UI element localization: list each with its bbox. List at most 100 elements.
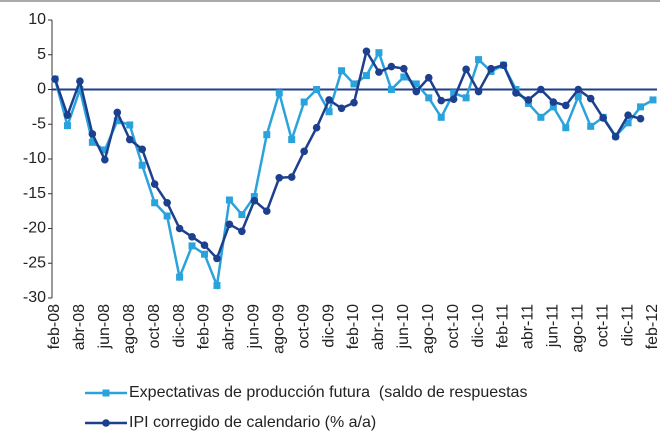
x-tick-label: oct-11 bbox=[594, 304, 611, 347]
point bbox=[51, 75, 59, 83]
x-tick-label: jun-10 bbox=[395, 304, 412, 350]
point bbox=[624, 119, 632, 127]
point bbox=[312, 123, 321, 132]
point bbox=[263, 131, 271, 139]
point bbox=[574, 92, 582, 100]
x-tick-label: feb-12 bbox=[644, 304, 660, 349]
point bbox=[225, 196, 233, 204]
point bbox=[63, 122, 71, 130]
point bbox=[101, 155, 109, 164]
point bbox=[163, 212, 171, 220]
point bbox=[387, 86, 395, 93]
point bbox=[475, 56, 483, 64]
y-tick-label: -15 bbox=[23, 185, 46, 202]
y-tick-label: -5 bbox=[32, 115, 46, 132]
y-tick-label: -30 bbox=[23, 289, 46, 306]
point bbox=[524, 96, 533, 104]
point bbox=[151, 199, 159, 207]
point bbox=[213, 254, 221, 263]
x-tick-label: oct-10 bbox=[445, 304, 462, 349]
legend-marker bbox=[102, 419, 110, 427]
point bbox=[400, 64, 408, 73]
point bbox=[599, 114, 607, 122]
point bbox=[188, 242, 196, 250]
point bbox=[649, 96, 657, 104]
point bbox=[375, 49, 383, 57]
point bbox=[175, 224, 184, 233]
series-line bbox=[53, 49, 654, 291]
x-tick-label: abr-09 bbox=[221, 304, 238, 350]
point bbox=[462, 65, 470, 74]
point bbox=[387, 62, 396, 71]
point bbox=[562, 124, 570, 132]
point bbox=[549, 98, 558, 106]
point bbox=[637, 103, 645, 111]
point bbox=[462, 94, 470, 102]
point bbox=[250, 196, 259, 205]
point bbox=[437, 113, 445, 121]
point bbox=[412, 87, 421, 96]
point bbox=[499, 61, 508, 69]
point bbox=[300, 98, 308, 106]
point bbox=[188, 233, 196, 241]
series-line bbox=[53, 48, 641, 261]
y-tick-label: 5 bbox=[37, 46, 46, 63]
point bbox=[138, 145, 147, 154]
point bbox=[400, 73, 408, 81]
x-tick-label: feb-11 bbox=[495, 304, 512, 348]
point bbox=[350, 80, 358, 88]
point bbox=[313, 86, 321, 93]
x-tick-label: oct-09 bbox=[295, 304, 312, 349]
point bbox=[213, 281, 221, 289]
point bbox=[362, 72, 370, 80]
x-tick-label: jun-11 bbox=[545, 304, 562, 348]
point bbox=[561, 101, 570, 110]
point bbox=[275, 173, 284, 182]
x-tick-label: abr-11 bbox=[520, 304, 537, 349]
point bbox=[437, 96, 446, 105]
x-tick-label: ago-08 bbox=[121, 304, 138, 354]
point bbox=[176, 273, 184, 281]
point bbox=[238, 227, 246, 236]
point bbox=[200, 241, 209, 249]
y-tick-label: 0 bbox=[37, 81, 46, 98]
point bbox=[338, 67, 346, 75]
point bbox=[163, 198, 171, 207]
point bbox=[150, 180, 159, 188]
x-tick-label: dic-09 bbox=[320, 304, 337, 348]
point bbox=[138, 161, 146, 169]
legend-label: Expectativas de producción futura (saldo… bbox=[129, 384, 527, 401]
point bbox=[225, 220, 234, 229]
x-tick-label: feb-09 bbox=[196, 304, 213, 349]
point bbox=[300, 147, 308, 156]
point bbox=[487, 64, 495, 73]
x-tick-label: jun-09 bbox=[246, 304, 263, 350]
point bbox=[63, 111, 72, 120]
point bbox=[101, 146, 109, 154]
point bbox=[412, 80, 420, 88]
point bbox=[88, 138, 96, 146]
point bbox=[450, 89, 458, 97]
point bbox=[587, 122, 595, 130]
point bbox=[125, 135, 134, 144]
point bbox=[275, 89, 283, 97]
point bbox=[512, 89, 520, 97]
x-tick-label: ago-11 bbox=[569, 304, 586, 353]
point bbox=[624, 111, 632, 120]
y-tick-label: -20 bbox=[23, 220, 46, 237]
point bbox=[350, 98, 358, 107]
point bbox=[337, 104, 346, 113]
point bbox=[113, 108, 122, 117]
x-tick-label: oct-08 bbox=[146, 304, 163, 349]
point bbox=[288, 136, 296, 144]
point bbox=[325, 108, 333, 116]
x-tick-label: ago-09 bbox=[270, 304, 287, 354]
x-tick-label: dic-08 bbox=[171, 304, 188, 348]
x-tick-label: dic-10 bbox=[470, 304, 487, 348]
point bbox=[474, 87, 483, 96]
point bbox=[88, 130, 97, 138]
y-tick-label: -25 bbox=[23, 254, 46, 271]
point bbox=[424, 73, 433, 82]
point bbox=[287, 173, 296, 181]
